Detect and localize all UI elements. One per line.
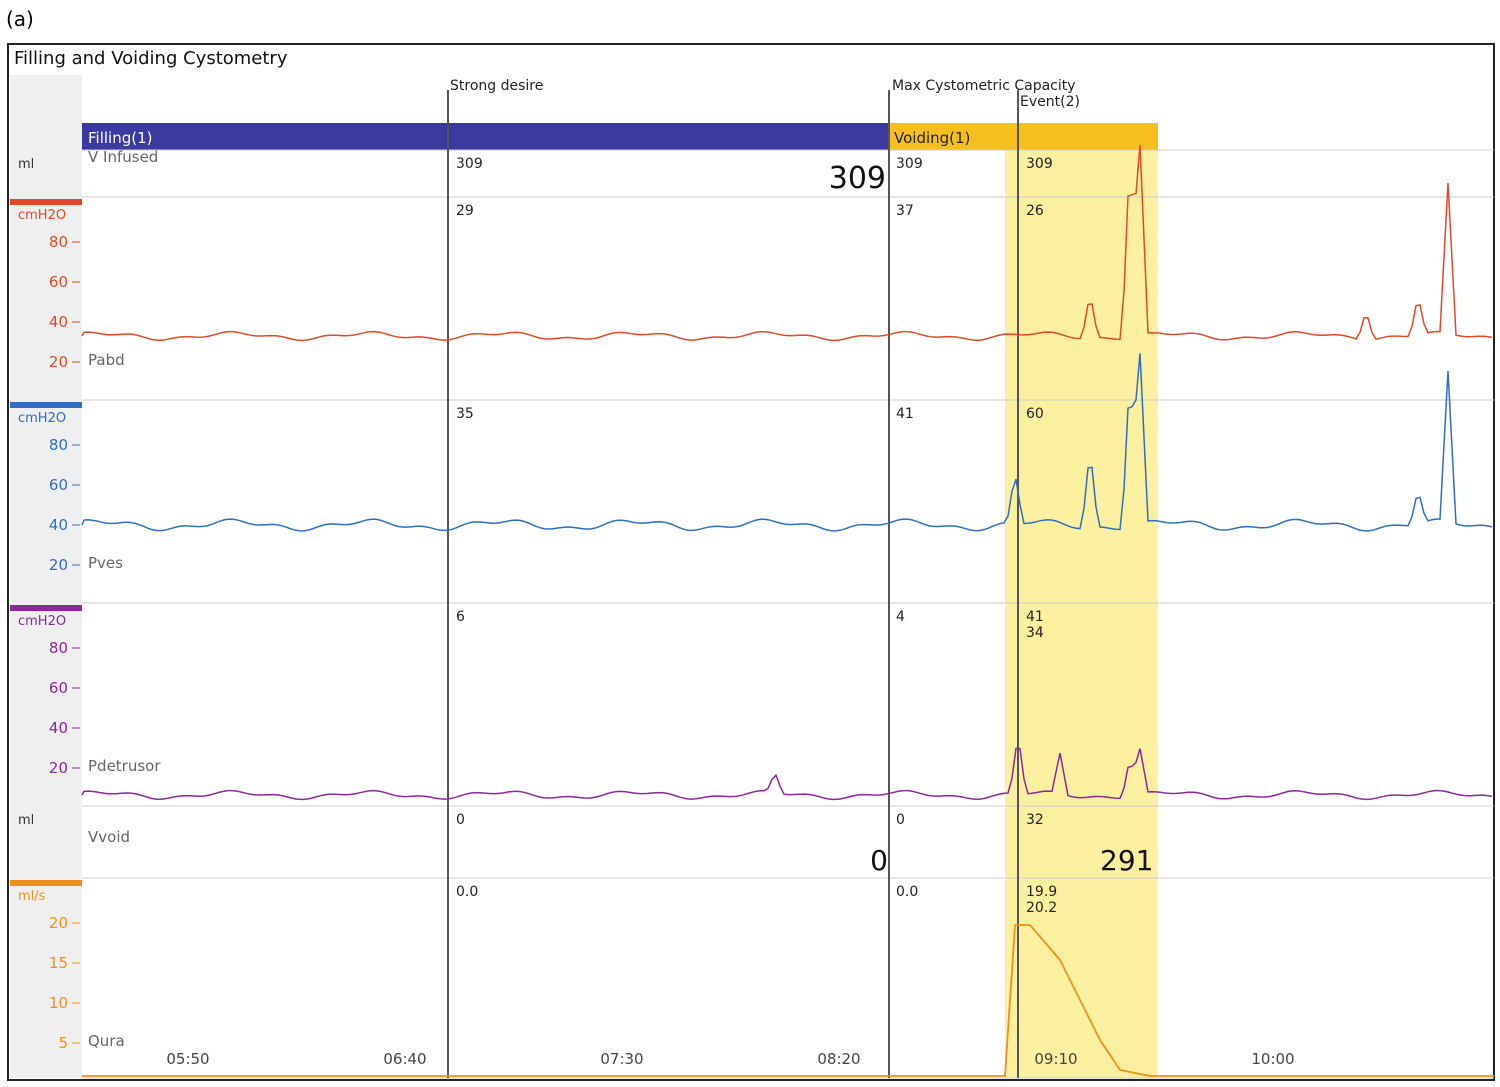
pabd-val-1: 37 (896, 203, 914, 219)
qura-name: Qura (88, 1032, 125, 1050)
pdet-val-2: 41 (1026, 609, 1044, 625)
tick-2-1: 60 (49, 679, 68, 697)
xtick-3: 08:20 (817, 1050, 860, 1068)
tick-2-2: 40 (49, 719, 68, 737)
qura-line (82, 924, 1494, 1077)
xtick-1: 06:40 (383, 1050, 426, 1068)
pdet-val-1: 4 (896, 609, 905, 625)
tick-1-0: 80 (49, 436, 68, 454)
vvoid-unit: ml (18, 813, 34, 828)
vvoid-name: Vvoid (88, 828, 130, 846)
voiding-bar (890, 123, 1158, 150)
pdet-swatch (10, 605, 82, 611)
vinf-name: V Infused (88, 148, 158, 166)
tick-0-3: 20 (49, 353, 68, 371)
frame (7, 43, 1495, 1081)
vinf-unit: ml (18, 157, 34, 172)
pabd-swatch (10, 199, 82, 205)
pves-unit: cmH2O (18, 411, 66, 426)
vinf-big: 309 (829, 161, 886, 196)
event-maxcap: Max Cystometric Capacity (892, 78, 1076, 94)
vvoid-big-1: 291 (1100, 844, 1153, 877)
vinf-val-0: 309 (456, 156, 483, 172)
qura-swatch (10, 880, 82, 886)
voiding-zone (1005, 150, 1158, 1078)
pdet-unit: cmH2O (18, 614, 66, 629)
pves-name: Pves (88, 554, 123, 572)
pabd-line (81, 144, 1493, 342)
voiding-label: Voiding(1) (894, 129, 970, 147)
tick-1-2: 40 (49, 516, 68, 534)
tick-1-3: 20 (49, 556, 68, 574)
pabd-val-0: 29 (456, 203, 474, 219)
tick-0-1: 60 (49, 273, 68, 291)
qura-val-3: 20.2 (1026, 900, 1057, 916)
xtick-4: 09:10 (1034, 1050, 1077, 1068)
vvoid-val-0: 0 (456, 812, 465, 828)
tick-2-0: 80 (49, 639, 68, 657)
pves-val-0: 35 (456, 406, 474, 422)
pves-val-2: 60 (1026, 406, 1044, 422)
tick-3-0: 20 (49, 914, 68, 932)
tick-0-2: 40 (49, 313, 68, 331)
tick-0-0: 80 (49, 233, 68, 251)
axis-panel (10, 75, 82, 1078)
tick-3-2: 10 (49, 994, 68, 1012)
qura-val-1: 0.0 (896, 884, 918, 900)
pves-line (81, 353, 1493, 532)
pabd-name: Pabd (88, 351, 125, 369)
qura-val-0: 0.0 (456, 884, 478, 900)
pdet-val-3: 34 (1026, 625, 1044, 641)
tick-1-1: 60 (49, 476, 68, 494)
xtick-2: 07:30 (600, 1050, 643, 1068)
qura-val-2: 19.9 (1026, 884, 1057, 900)
tick-3-3: 5 (58, 1034, 68, 1052)
pves-swatch (10, 402, 82, 408)
pdet-line (81, 747, 1493, 801)
vvoid-val-1: 0 (896, 812, 905, 828)
event-2: Event(2) (1020, 94, 1080, 110)
chart-title: Filling and Voiding Cystometry (14, 48, 288, 69)
pabd-unit: cmH2O (18, 208, 66, 223)
filling-bar (82, 123, 890, 150)
vinf-val-2: 309 (1026, 156, 1053, 172)
vvoid-big-0: 0 (870, 844, 888, 877)
pdet-val-0: 6 (456, 609, 465, 625)
filling-label: Filling(1) (88, 129, 152, 147)
pdet-name: Pdetrusor (88, 757, 161, 775)
pabd-val-2: 26 (1026, 203, 1044, 219)
vinf-val-1: 309 (896, 156, 923, 172)
xtick-5: 10:00 (1251, 1050, 1294, 1068)
figure-label: (a) (6, 7, 34, 31)
vvoid-val-2: 32 (1026, 812, 1044, 828)
qura-unit: ml/s (18, 889, 46, 904)
tick-2-3: 20 (49, 759, 68, 777)
event-strong: Strong desire (450, 78, 543, 94)
pves-val-1: 41 (896, 406, 914, 422)
tick-3-1: 15 (49, 954, 68, 972)
xtick-0: 05:50 (166, 1050, 209, 1068)
